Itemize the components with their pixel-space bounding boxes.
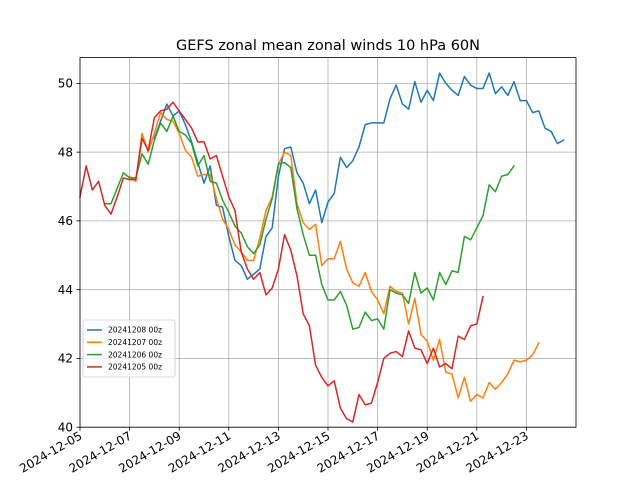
y-tick-label: 40 [58,420,73,434]
legend: 20241208 00z 20241207 00z 20241206 00z 2024… [82,319,176,378]
series-line [128,111,540,403]
y-tick-label: 46 [58,214,73,228]
y-tick-label: 48 [58,145,73,159]
legend-label: 20241208 00z [108,326,162,335]
series-line [79,101,484,423]
series-lines [79,72,565,423]
legend-label: 20241205 00z [108,363,162,372]
y-axis-ticks: 40 42 44 46 48 50 [58,77,80,434]
chart-title: GEFS zonal mean zonal winds 10 hPa 60N [176,38,480,54]
y-tick-label: 44 [58,283,73,297]
y-tick-label: 42 [58,352,73,366]
series-line [104,115,516,330]
y-tick-label: 50 [58,77,73,91]
series-line [153,72,565,281]
legend-label: 20241206 00z [108,350,162,359]
legend-box [82,319,176,378]
legend-label: 20241207 00z [108,338,162,347]
